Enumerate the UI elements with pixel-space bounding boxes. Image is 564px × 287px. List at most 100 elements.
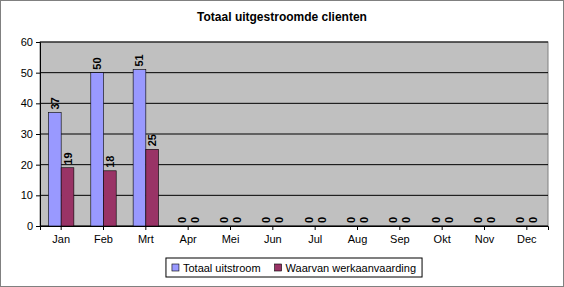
x-tick-label: Feb	[94, 233, 113, 245]
data-label: 25	[146, 134, 158, 146]
bar	[48, 113, 61, 226]
bars	[48, 70, 158, 226]
bar	[387, 226, 400, 227]
y-tick-label: 0	[27, 220, 33, 232]
data-label: 0	[443, 217, 455, 223]
x-tick-label: Aug	[348, 233, 368, 245]
data-label: 0	[430, 217, 442, 223]
bar	[345, 226, 358, 227]
grid-line	[40, 134, 548, 135]
data-label: 0	[273, 217, 285, 223]
y-tick-mark	[36, 42, 40, 43]
bar	[273, 226, 286, 227]
y-tick: 40	[21, 97, 40, 109]
data-label: 18	[104, 156, 116, 168]
x-tick: Dec	[517, 226, 537, 245]
x-tick: Aug	[348, 226, 368, 245]
data-labels: 375051000000000191825000000000	[49, 54, 539, 223]
bar	[485, 226, 498, 227]
x-tick-label: Apr	[180, 233, 197, 245]
x-axis: Jan Feb Mrt Apr Mei Jun Jul Aug Sep Okt Nov Dec	[41, 226, 549, 245]
grid-line	[40, 72, 548, 73]
bar	[260, 226, 273, 227]
data-label: 0	[218, 217, 230, 223]
x-tick-label: Okt	[434, 233, 451, 245]
x-tick: Jun	[264, 226, 282, 245]
data-label: 0	[260, 217, 272, 223]
bar	[91, 73, 104, 226]
x-tick: Mei	[222, 226, 240, 245]
x-tick-label: Jan	[52, 233, 70, 245]
y-tick-label: 40	[21, 97, 33, 109]
plot-area	[40, 42, 548, 226]
data-label: 0	[231, 217, 243, 223]
x-tick: Sep	[390, 226, 410, 245]
x-tick-mark	[230, 226, 231, 230]
plot: 3750510000000001918250000000000102030405…	[21, 36, 549, 245]
data-label: 37	[49, 97, 61, 109]
bar	[104, 171, 117, 226]
x-tick: Okt	[434, 226, 451, 245]
legend-box	[166, 258, 422, 277]
y-tick: 60	[21, 36, 40, 48]
bar	[429, 226, 442, 227]
x-tick-label: Sep	[390, 233, 410, 245]
x-tick-label: Jul	[308, 233, 322, 245]
bar	[302, 226, 315, 227]
y-tick-mark	[36, 165, 40, 166]
y-tick-label: 60	[21, 36, 33, 48]
legend-label: Waarvan werkaanvaarding	[286, 262, 416, 274]
bar	[218, 226, 231, 227]
data-label: 0	[358, 217, 370, 223]
y-tick-label: 30	[21, 128, 33, 140]
x-tick-label: Mrt	[138, 233, 154, 245]
x-tick-label: Jun	[264, 233, 282, 245]
x-tick-mark	[442, 226, 443, 230]
bar	[400, 226, 413, 227]
y-tick-label: 20	[21, 159, 33, 171]
bar	[61, 168, 74, 226]
bar	[442, 226, 455, 227]
bar	[527, 226, 540, 227]
x-tick: Nov	[475, 226, 495, 245]
x-tick: Feb	[94, 226, 113, 245]
grid-line	[40, 42, 548, 43]
x-tick-mark	[484, 226, 485, 230]
x-tick-mark	[103, 226, 104, 230]
y-tick-mark	[36, 195, 40, 196]
legend: Totaal uitstroomWaarvan werkaanvaarding	[166, 258, 422, 277]
data-label: 19	[62, 152, 74, 164]
y-tick: 30	[21, 128, 40, 140]
x-tick-mark	[61, 226, 62, 230]
y-tick-mark	[36, 226, 40, 227]
legend-swatch	[172, 264, 179, 271]
y-tick: 0	[27, 220, 40, 232]
x-tick-mark	[357, 226, 358, 230]
grid-line	[40, 164, 548, 165]
bar	[472, 226, 485, 227]
x-tick-label: Nov	[475, 233, 495, 245]
x-tick-mark	[188, 226, 189, 230]
x-tick-mark	[145, 226, 146, 230]
data-label: 0	[176, 217, 188, 223]
data-label: 0	[316, 217, 328, 223]
x-tick-label: Dec	[517, 233, 537, 245]
data-label: 0	[472, 217, 484, 223]
legend-item: Waarvan werkaanvaarding	[275, 262, 416, 274]
y-tick-mark	[36, 134, 40, 135]
bar	[231, 226, 244, 227]
y-axis: 0102030405060	[21, 36, 41, 232]
y-tick-mark	[36, 73, 40, 74]
legend-swatch	[275, 264, 282, 271]
y-tick-label: 10	[21, 189, 33, 201]
data-label: 0	[387, 217, 399, 223]
x-tick-mark	[272, 226, 273, 230]
data-label: 0	[527, 217, 539, 223]
x-tick: Apr	[180, 226, 197, 245]
x-tick-mark	[315, 226, 316, 230]
y-tick-mark	[36, 103, 40, 104]
bar	[358, 226, 371, 227]
y-tick: 20	[21, 159, 40, 171]
bar	[315, 226, 328, 227]
chart-title: Totaal uitgestroomde clienten	[197, 10, 367, 24]
